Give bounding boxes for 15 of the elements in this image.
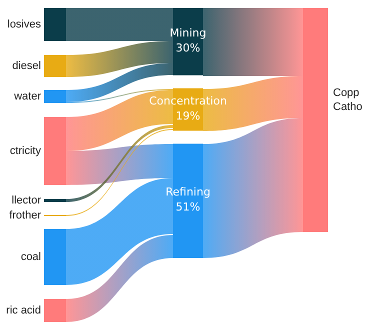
category-label: Refining	[166, 186, 210, 199]
data-label: 19%	[176, 109, 200, 122]
category-label: Concentration	[149, 94, 227, 108]
text: coal	[20, 251, 41, 264]
text: water	[13, 90, 42, 103]
text: diesel	[12, 60, 41, 72]
category-label: Mining	[170, 26, 206, 40]
data-label: 51%	[176, 200, 200, 214]
text: llector	[12, 194, 42, 207]
text: Copp Catho	[333, 87, 362, 114]
text: ctricity	[10, 145, 42, 158]
data-label: 30%	[176, 41, 200, 54]
text: ric acid	[6, 304, 41, 317]
text: losives	[7, 18, 42, 31]
text: frother	[9, 210, 42, 222]
